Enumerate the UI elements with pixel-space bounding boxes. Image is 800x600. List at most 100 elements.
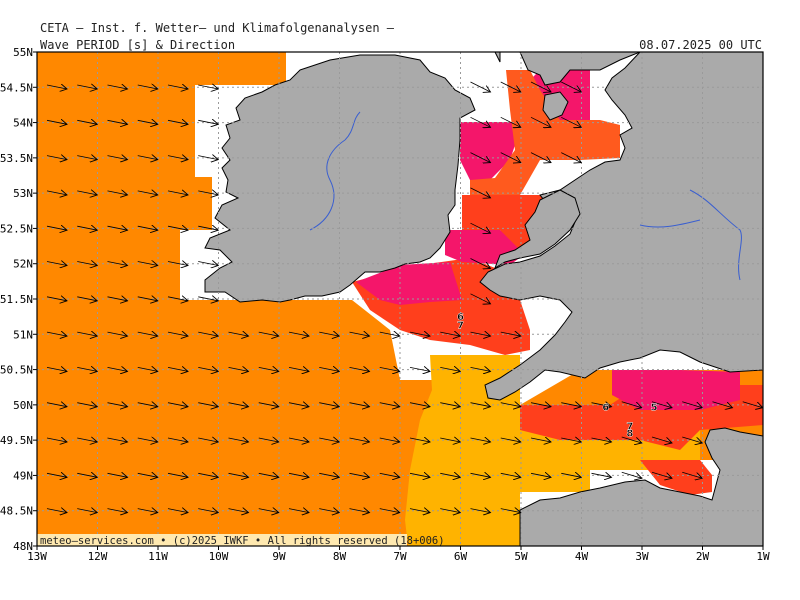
direction-arrow <box>77 191 97 195</box>
direction-arrow <box>440 332 460 336</box>
direction-arrow <box>198 85 218 89</box>
lat-tick-label: 53.5N <box>0 152 33 165</box>
direction-arrow <box>651 471 672 478</box>
direction-arrow <box>137 85 158 89</box>
direction-arrow <box>107 226 128 230</box>
direction-arrow <box>530 152 551 163</box>
direction-arrow <box>500 81 521 92</box>
contour-label: 8 <box>626 429 633 440</box>
great-britain-land <box>479 52 763 401</box>
scotland-land <box>494 52 641 86</box>
direction-arrow <box>107 120 128 124</box>
direction-arrow <box>409 403 430 407</box>
direction-arrow <box>500 403 521 407</box>
direction-arrow <box>258 509 279 513</box>
direction-arrow <box>198 262 218 266</box>
lon-tick-label: 3W <box>635 550 649 563</box>
direction-arrow <box>561 81 581 92</box>
direction-arrow <box>167 332 188 336</box>
direction-arrow <box>258 367 279 371</box>
direction-arrow <box>288 332 309 336</box>
direction-arrow <box>258 332 279 336</box>
footer-credit: meteo—services.com • (c)2025 IWKF • All … <box>40 535 445 547</box>
direction-arrow <box>46 367 67 371</box>
direction-arrow <box>137 120 158 124</box>
lon-tick-label: 2W <box>696 550 710 563</box>
contour-label: 7 <box>626 422 633 433</box>
direction-arrow <box>500 116 521 127</box>
lon-tick-label: 13W <box>27 550 47 563</box>
direction-arrow <box>228 332 249 336</box>
lon-tick-label: 6W <box>454 550 468 563</box>
direction-arrow <box>198 191 218 195</box>
direction-arrow <box>591 438 612 442</box>
direction-arrow <box>77 120 97 124</box>
direction-arrow <box>379 367 400 371</box>
direction-arrow <box>228 367 249 371</box>
direction-arrow <box>107 367 128 371</box>
direction-arrow <box>621 401 642 408</box>
direction-arrow <box>46 438 67 442</box>
direction-arrow <box>379 509 400 513</box>
direction-arrow <box>107 297 128 301</box>
direction-arrow <box>77 85 97 89</box>
direction-arrow <box>530 473 551 477</box>
direction-arrow <box>77 156 97 160</box>
direction-arrow <box>470 258 491 269</box>
direction-arrow <box>409 332 430 336</box>
lon-tick-label: 7W <box>393 550 407 563</box>
direction-arrow <box>258 438 279 442</box>
direction-arrow <box>77 332 97 336</box>
direction-arrow <box>470 116 491 127</box>
lon-tick-label: 8W <box>333 550 347 563</box>
direction-arrow <box>500 438 521 442</box>
direction-arrow <box>107 473 128 477</box>
lat-tick-label: 52.5N <box>0 222 33 235</box>
longitude-axis: 13W 12W 11W 10W 9W 8W 7W 6W 5W 4W 3W 2W 1W <box>27 546 770 563</box>
rivers <box>309 111 742 281</box>
ocean-field-red-3 <box>640 460 712 495</box>
lat-tick-label: 54.5N <box>0 81 33 94</box>
direction-arrow <box>682 471 702 478</box>
direction-arrow <box>530 116 551 127</box>
direction-arrow <box>319 367 339 371</box>
direction-arrow <box>46 156 67 160</box>
direction-arrow <box>288 403 309 407</box>
direction-arrow <box>46 85 67 89</box>
direction-arrow <box>500 509 521 513</box>
direction-arrow <box>288 438 309 442</box>
direction-arrow <box>198 332 218 336</box>
direction-arrow <box>77 403 97 407</box>
direction-arrow <box>379 473 400 477</box>
direction-arrow <box>561 403 581 407</box>
direction-arrow <box>561 473 581 477</box>
product-title: Wave_PERIOD [s] & Direction <box>40 38 236 52</box>
direction-arrow <box>228 438 249 442</box>
direction-arrow <box>651 401 672 408</box>
direction-arrow <box>500 332 521 336</box>
direction-arrow <box>228 473 249 477</box>
direction-arrow <box>46 262 67 266</box>
direction-arrow <box>470 367 491 371</box>
ocean-field-magenta-1 <box>356 262 462 305</box>
direction-arrow <box>409 438 430 442</box>
direction-arrow <box>470 222 491 233</box>
direction-arrow <box>107 332 128 336</box>
ocean-field-yellow <box>405 355 700 546</box>
direction-arrow <box>319 509 339 513</box>
direction-arrow <box>258 473 279 477</box>
direction-arrow <box>77 367 97 371</box>
direction-arrow <box>409 367 430 371</box>
latitude-axis: 55N 54.5N 54N 53.5N 53N 52.5N 52N 51.5N 51N 50.5N… <box>0 46 37 553</box>
lat-tick-label: 48N <box>13 540 33 553</box>
contour-label: 6 <box>457 312 464 323</box>
direction-arrow <box>167 367 188 371</box>
direction-arrow <box>470 473 491 477</box>
direction-arrow <box>167 473 188 477</box>
direction-arrow <box>682 401 702 408</box>
direction-arrow <box>77 226 97 230</box>
direction-arrow <box>349 438 370 442</box>
direction-arrow <box>228 509 249 513</box>
lon-tick-label: 9W <box>272 550 286 563</box>
direction-arrow <box>167 226 188 230</box>
